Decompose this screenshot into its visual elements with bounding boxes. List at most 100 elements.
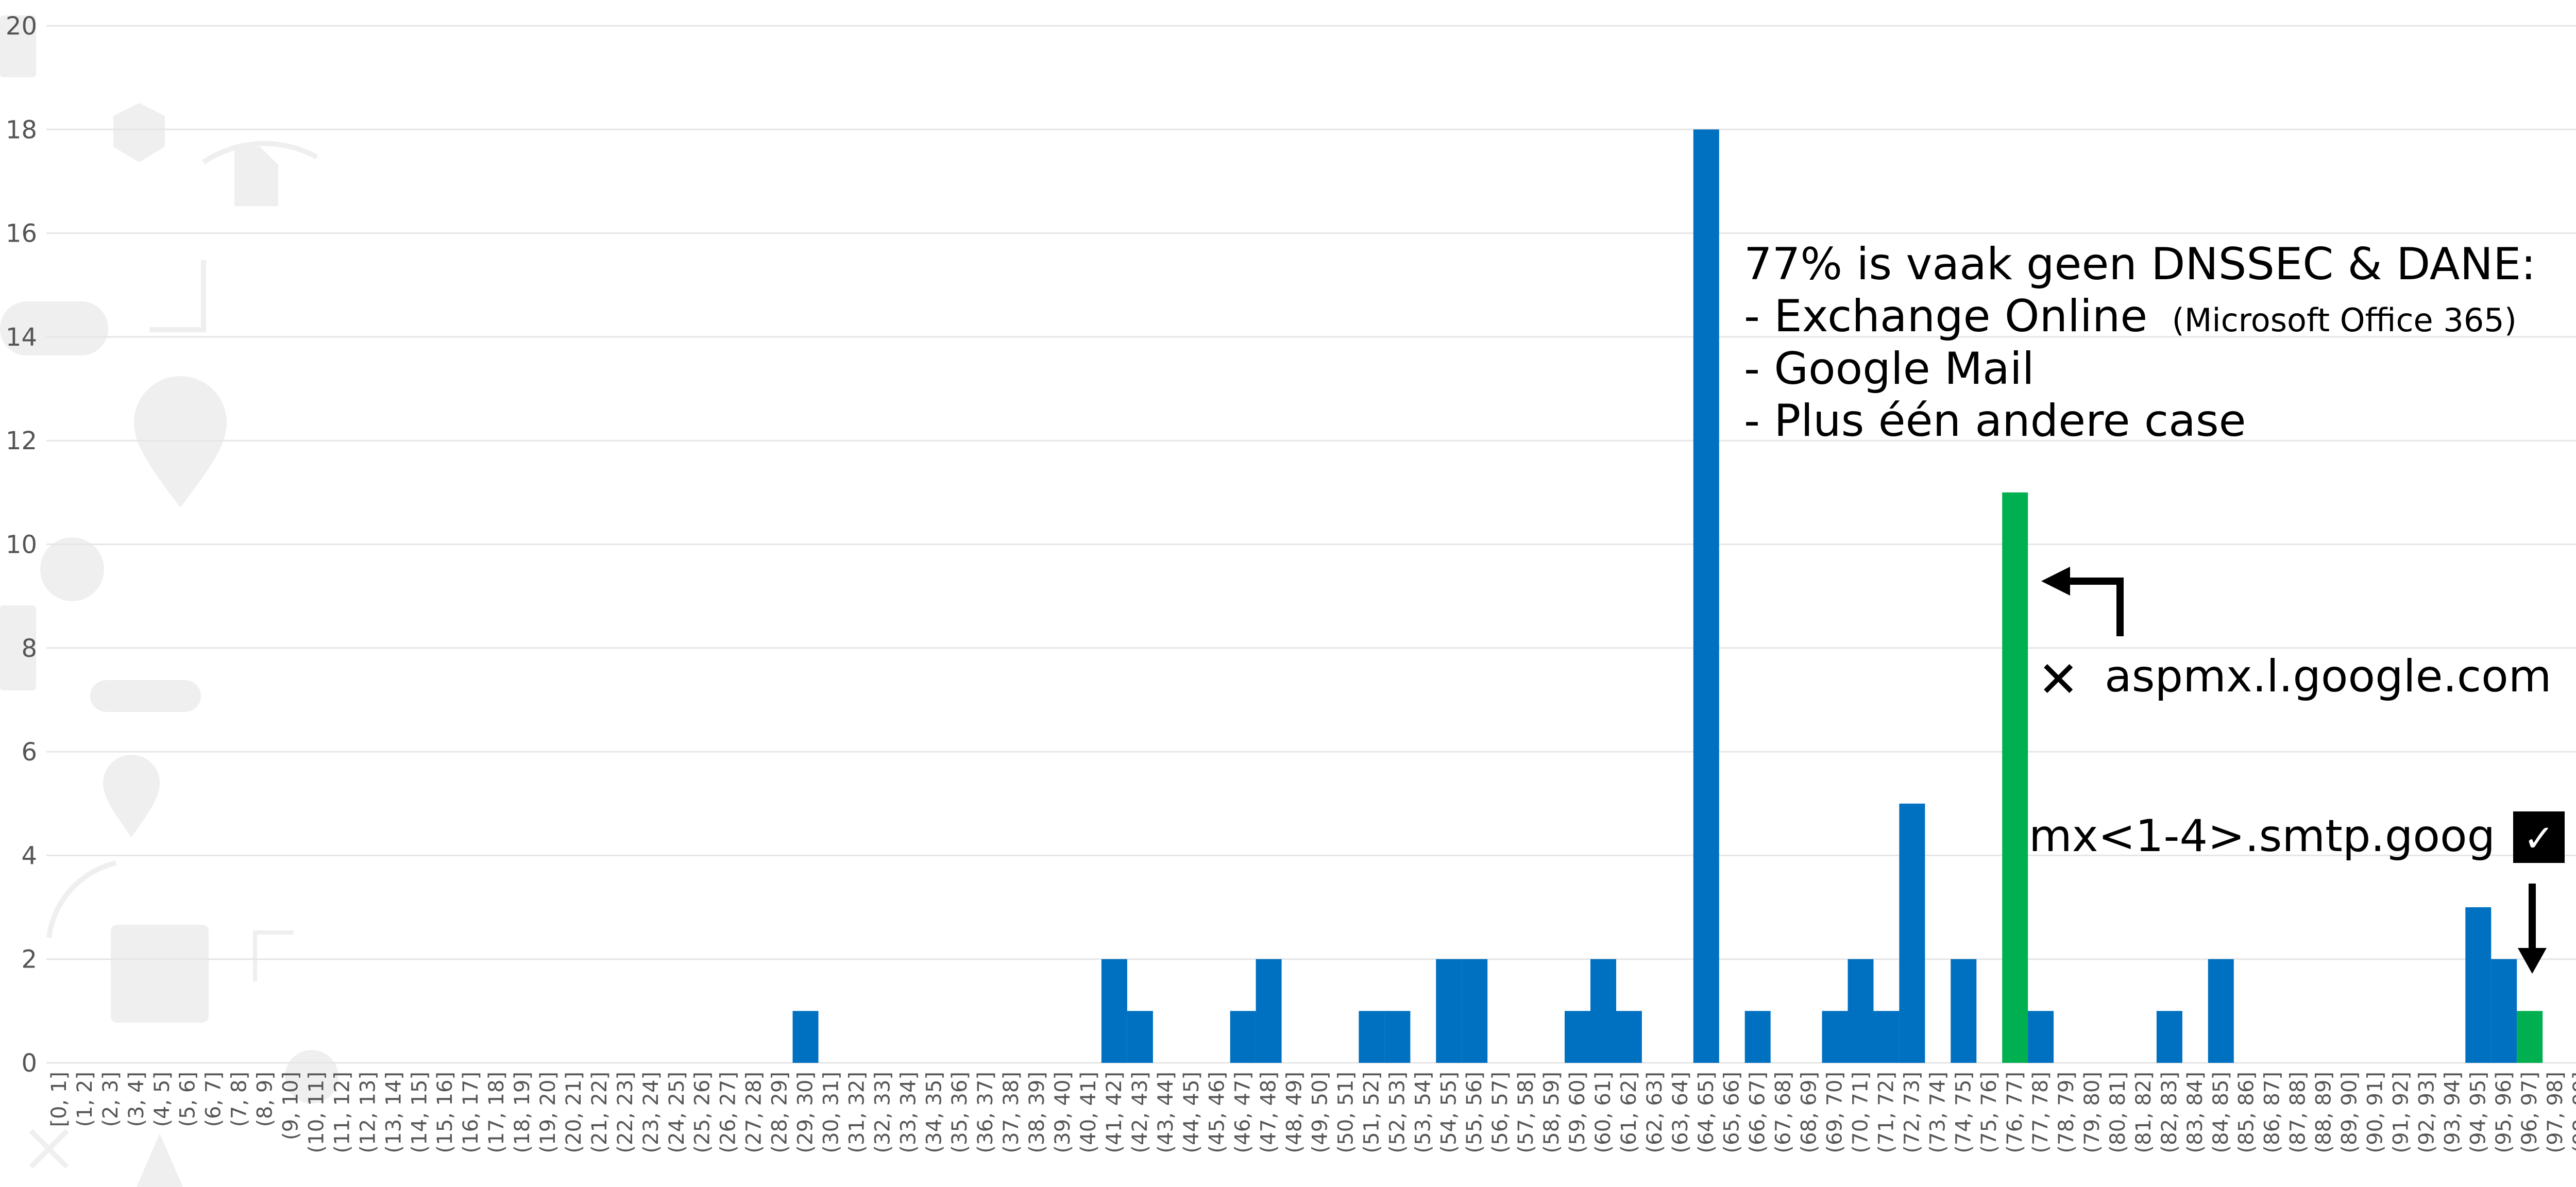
- x-tick-label: (68, 69]: [1798, 1072, 1821, 1153]
- bar: [2208, 959, 2234, 1063]
- people-watermark-icon: [111, 925, 209, 1023]
- x-tick-label: (2, 3]: [99, 1072, 123, 1127]
- x-tick-label: (9, 10]: [279, 1072, 303, 1140]
- x-tick-label: (23, 24]: [639, 1072, 663, 1153]
- annotation-line-3: - Google Mail: [1744, 343, 2035, 395]
- x-tick-label: (44, 45]: [1180, 1072, 1204, 1153]
- checkbox-icon: [2513, 811, 2565, 863]
- bar: [2002, 492, 2028, 1063]
- x-tick-label: (98, 99]: [2569, 1072, 2576, 1153]
- x-tick-label: (10, 11]: [305, 1072, 329, 1153]
- x-tick-label: (42, 43]: [1128, 1072, 1152, 1153]
- x-tick-label: (82, 83]: [2158, 1072, 2181, 1153]
- grid-lines: [46, 25, 2576, 1064]
- x-tick-label: (41, 42]: [1103, 1072, 1126, 1153]
- x-tick-label: (91, 92]: [2389, 1072, 2413, 1153]
- bar: [2156, 1011, 2182, 1063]
- x-tick-label: (88, 89]: [2312, 1072, 2336, 1153]
- x-tick-label: (38, 39]: [1025, 1072, 1049, 1153]
- file2-watermark-icon: [0, 605, 36, 690]
- bar: [1565, 1011, 1590, 1063]
- corner2-watermark-icon: [253, 930, 294, 981]
- x-tick-label: (55, 56]: [1463, 1072, 1486, 1153]
- x-tick-label: (64, 65]: [1694, 1072, 1718, 1153]
- x-tick-label: (33, 34]: [896, 1072, 920, 1153]
- x-tick-label: (60, 61]: [1591, 1072, 1615, 1153]
- x-tick-label: (20, 21]: [562, 1072, 586, 1153]
- x-tick-label: (19, 20]: [536, 1072, 560, 1153]
- x-tick-label: (37, 38]: [999, 1072, 1023, 1153]
- x-tick-label: (49, 50]: [1309, 1072, 1332, 1153]
- x-tick-label: (52, 53]: [1385, 1072, 1409, 1153]
- x-tick-label: (16, 17]: [459, 1072, 483, 1153]
- x-tick-label: (22, 23]: [614, 1072, 637, 1153]
- x-tick-label: (39, 40]: [1051, 1072, 1075, 1153]
- bar: [792, 1011, 819, 1063]
- y-tick-label: 14: [6, 323, 37, 352]
- x-tick-label: (83, 84]: [2183, 1072, 2207, 1153]
- bar: [1822, 1011, 1848, 1063]
- x-tick-label: (86, 87]: [2261, 1072, 2284, 1153]
- y-tick-label: 2: [21, 945, 37, 974]
- x-tick-label: (28, 29]: [768, 1072, 792, 1153]
- annotation-line-2: - Exchange Online (Microsoft Office 365): [1744, 291, 2517, 342]
- x-tick-label: (62, 63]: [1643, 1072, 1667, 1153]
- x-tick-label: (90, 91]: [2364, 1072, 2387, 1153]
- x-tick-label: (50, 51]: [1334, 1072, 1358, 1153]
- x-tick-label: (96, 97]: [2518, 1072, 2541, 1153]
- x-tick-label: (61, 62]: [1617, 1072, 1641, 1153]
- x-tick-label: (30, 31]: [820, 1072, 843, 1153]
- x-tick-label: (69, 70]: [1823, 1072, 1847, 1153]
- x-tick-label: (1, 2]: [73, 1072, 97, 1127]
- x-tick-label: (53, 54]: [1411, 1072, 1435, 1153]
- x-tick-label: (66, 67]: [1746, 1072, 1770, 1153]
- doc-watermark-icon: [0, 15, 36, 77]
- annotation-line-2-main: - Exchange Online: [1744, 291, 2147, 342]
- cross-icon: ✕: [2038, 651, 2079, 708]
- x-tick-label: (57, 58]: [1514, 1072, 1538, 1153]
- x-tick-label: (94, 95]: [2466, 1072, 2490, 1153]
- corner-watermark-icon: [149, 260, 206, 332]
- y-tick-label: 20: [6, 12, 37, 41]
- x-tick-label: (31, 32]: [845, 1072, 869, 1153]
- x-tick-label: (76, 77]: [2003, 1072, 2027, 1153]
- x-tick-label: (36, 37]: [974, 1072, 997, 1153]
- x-tick-label: (77, 78]: [2029, 1072, 2053, 1153]
- x-tick-label: (40, 41]: [1077, 1072, 1100, 1153]
- location-pin-watermark-icon: [134, 376, 227, 507]
- bar: [2465, 907, 2492, 1063]
- x-tick-label: (4, 5]: [150, 1072, 174, 1127]
- x-tick-label: (45, 46]: [1206, 1072, 1229, 1153]
- close-watermark-icon: [29, 1129, 69, 1169]
- x-tick-label: (79, 80]: [2080, 1072, 2104, 1153]
- arc2-watermark-icon: [46, 860, 117, 938]
- bar: [1848, 959, 1874, 1063]
- bar: [1359, 1011, 1385, 1063]
- x-tick-label: (26, 27]: [717, 1072, 740, 1153]
- x-tick-label: (7, 8]: [228, 1072, 251, 1127]
- x-tick-label: (65, 66]: [1720, 1072, 1744, 1153]
- x-tick-label: (34, 35]: [922, 1072, 946, 1153]
- x-tick-label: (14, 15]: [408, 1072, 431, 1153]
- location-pin2-watermark-icon: [103, 755, 160, 837]
- bar: [2491, 959, 2517, 1063]
- bar: [1590, 959, 1616, 1063]
- down-arrow-head-icon: [2518, 948, 2547, 974]
- x-tick-label: (67, 68]: [1772, 1072, 1795, 1153]
- bar: [1101, 959, 1127, 1063]
- check-icon: ✓: [2523, 817, 2554, 860]
- x-tick-label: (24, 25]: [665, 1072, 689, 1153]
- bar: [1616, 1011, 1642, 1063]
- y-tick-label: 10: [6, 531, 37, 559]
- annotation-line-2-small: (Microsoft Office 365): [2172, 301, 2517, 339]
- x-tick-label: (47, 48]: [1257, 1072, 1281, 1153]
- x-tick-label: (27, 28]: [742, 1072, 766, 1153]
- bar: [1744, 1011, 1771, 1063]
- x-tick-label: (85, 86]: [2235, 1072, 2259, 1153]
- x-tick-label: (87, 88]: [2286, 1072, 2310, 1153]
- x-tick-label: (71, 72]: [1874, 1072, 1898, 1153]
- x-tick-label: (80, 81]: [2106, 1072, 2130, 1153]
- bar: [1899, 803, 1925, 1063]
